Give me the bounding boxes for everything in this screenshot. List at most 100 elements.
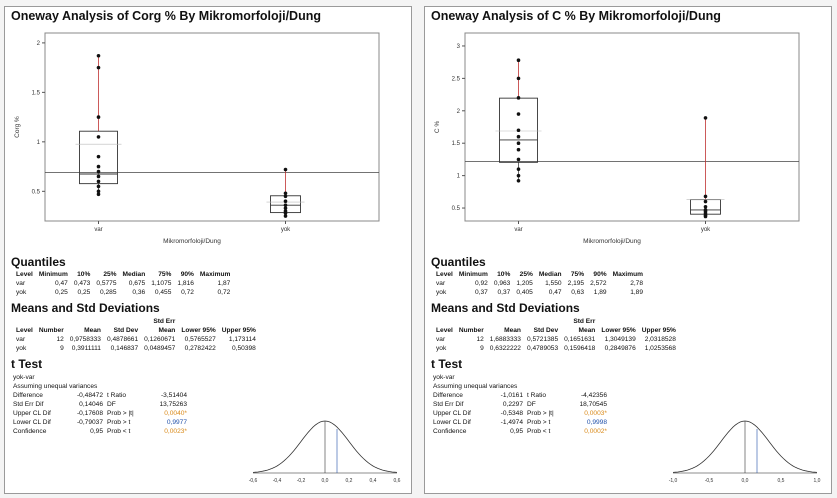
data-point <box>96 179 101 184</box>
ttest-comparison: yok-var <box>433 374 455 381</box>
means-heading: Means and Std Deviations <box>11 301 160 315</box>
ttest-value: -0,17608 <box>76 410 103 417</box>
header-cell: Std Err <box>573 318 596 325</box>
means-heading: Means and Std Deviations <box>431 301 580 315</box>
table-row: var 0,92 0,963 1,205 1,550 2,195 2,572 2… <box>433 279 646 288</box>
header-cell: Minimum <box>38 271 68 278</box>
table-cell: 0,47 <box>54 280 68 287</box>
table-cell: 0,405 <box>516 289 533 296</box>
table-header-row: Level Number Mean Std Dev Mean Lower 95%… <box>433 326 679 335</box>
table-cell: 0,50398 <box>232 345 256 352</box>
ttest-value: 0,95 <box>90 428 103 435</box>
table-cell: 0,63 <box>571 289 585 296</box>
header-cell: Maximum <box>199 271 231 278</box>
ttest-value: -1,4974 <box>500 419 523 426</box>
table-row: var 0,47 0,473 0,5775 0,675 1,1075 1,816… <box>13 279 233 288</box>
table-header-row: Level Minimum 10% 25% Median 75% 90% Max… <box>433 270 646 279</box>
header-cell: Mean <box>578 327 596 334</box>
header-cell: Mean <box>504 327 521 334</box>
table-cell: 1,205 <box>516 280 533 287</box>
data-point <box>283 199 288 204</box>
y-axis-label: C % <box>434 121 441 134</box>
table-cell: 0,2782422 <box>184 345 216 352</box>
ttest-row: Lower CL Dif -0,79037 Prob > t 0,9977 <box>13 418 187 427</box>
dist-tick-label: -0,4 <box>273 478 282 484</box>
quantiles-heading: Quantiles <box>11 255 66 269</box>
table-cell: var <box>436 280 446 287</box>
x-axis-label: Mikromorfoloji/Dung <box>583 238 641 245</box>
table-row: var 12 1,6883333 0,5721385 0,1651631 1,3… <box>433 335 679 344</box>
table-row: yok 9 0,6322222 0,4789053 0,1596418 0,28… <box>433 344 679 353</box>
header-cell: Lower 95% <box>601 327 636 334</box>
data-point <box>703 199 708 204</box>
table-cell: var <box>16 336 26 343</box>
dist-tick-label: 0,6 <box>394 478 401 484</box>
data-point <box>516 58 521 63</box>
table-cell: 1,3049139 <box>604 336 636 343</box>
header-cell: Level <box>16 327 33 334</box>
y-tick-label: 1.5 <box>452 141 461 147</box>
table-cell: 9 <box>60 345 64 352</box>
table-cell: 0,1596418 <box>564 345 596 352</box>
table-cell: 0,6322222 <box>489 345 521 352</box>
data-point <box>283 167 288 172</box>
table-cell: 0,146837 <box>110 345 139 352</box>
t-distribution-plot: -1,0 -0,5 0,0 0,5 1,0 <box>669 420 821 484</box>
panel-title: Oneway Analysis of Corg % By Mikromorfol… <box>11 9 321 23</box>
ttest-stat-value: -4,42356 <box>580 392 607 399</box>
data-point <box>516 141 521 146</box>
table-header-row: Std Err <box>13 317 259 326</box>
x-tick-label: var <box>94 227 102 233</box>
ttest-row: Upper CL Dif -0,17608 Prob > |t| 0,0040* <box>13 409 187 418</box>
table-header-row: Level Minimum 10% 25% Median 75% 90% Max… <box>13 270 233 279</box>
ttest-report: yok-var Assuming unequal variances Diffe… <box>433 373 607 436</box>
table-cell: 1,173114 <box>228 336 256 343</box>
dist-tick-label: 0,4 <box>370 478 377 484</box>
table-cell: 0,92 <box>474 280 488 287</box>
data-point <box>703 194 708 199</box>
dist-tick-label: 0,0 <box>322 478 329 484</box>
table-cell: 2,572 <box>590 280 607 287</box>
ttest-stat-value: 0,0040* <box>164 410 187 417</box>
y-tick-label: 0.5 <box>452 206 461 212</box>
table-cell: 0,72 <box>217 289 231 296</box>
header-cell: Lower 95% <box>181 327 216 334</box>
table-cell: 0,36 <box>132 289 146 296</box>
header-cell: Level <box>16 271 33 278</box>
table-row: var 12 0,9758333 0,4878661 0,1260671 0,5… <box>13 335 259 344</box>
ttest-label: Upper CL Dif <box>433 410 471 417</box>
c-analysis-panel: Oneway Analysis of C % By Mikromorfoloji… <box>424 6 832 494</box>
ttest-stat-label: Prob > |t| <box>107 410 134 417</box>
header-cell: Median <box>122 271 146 278</box>
table-cell: 0,9758333 <box>69 336 101 343</box>
table-cell: 0,25 <box>54 289 68 296</box>
ttest-stat-value: 18,70545 <box>579 401 607 408</box>
ttest-stat-label: DF <box>107 401 116 408</box>
table-cell: yok <box>436 345 447 352</box>
ttest-row: Difference -1,0161 t Ratio -4,42356 <box>433 391 607 400</box>
y-tick-label: 1.5 <box>32 90 41 96</box>
header-cell: Upper 95% <box>641 327 676 334</box>
data-point <box>283 194 288 199</box>
dist-tick-label: 0,5 <box>778 478 785 484</box>
corg-analysis-panel: Oneway Analysis of Corg % By Mikromorfol… <box>4 6 412 494</box>
data-point <box>96 192 101 197</box>
table-cell: 0,47 <box>548 289 562 296</box>
x-tick-label: yok <box>701 227 711 233</box>
table-row: yok 0,37 0,37 0,405 0,47 0,63 1,89 1,89 <box>433 288 646 297</box>
ttest-heading: t Test <box>11 357 43 371</box>
table-cell: yok <box>16 345 27 352</box>
table-cell: var <box>436 336 446 343</box>
header-cell: 10% <box>497 271 511 278</box>
c-boxplot: 0.5 1 1.5 2 2.5 3 C % var yok Mikromorfoloji/Dung <box>434 32 800 245</box>
ttest-stat-label: Prob > |t| <box>527 410 554 417</box>
data-point <box>96 174 101 179</box>
data-point <box>283 214 288 218</box>
data-point <box>283 206 288 210</box>
quantiles-table: Level Minimum 10% 25% Median 75% 90% Max… <box>433 270 646 297</box>
data-point <box>96 115 101 119</box>
ttest-stat-label: Prob < t <box>527 428 551 435</box>
y-tick-label: 2 <box>37 41 41 47</box>
dist-tick-label: -0,2 <box>297 478 306 484</box>
data-point <box>703 204 708 209</box>
